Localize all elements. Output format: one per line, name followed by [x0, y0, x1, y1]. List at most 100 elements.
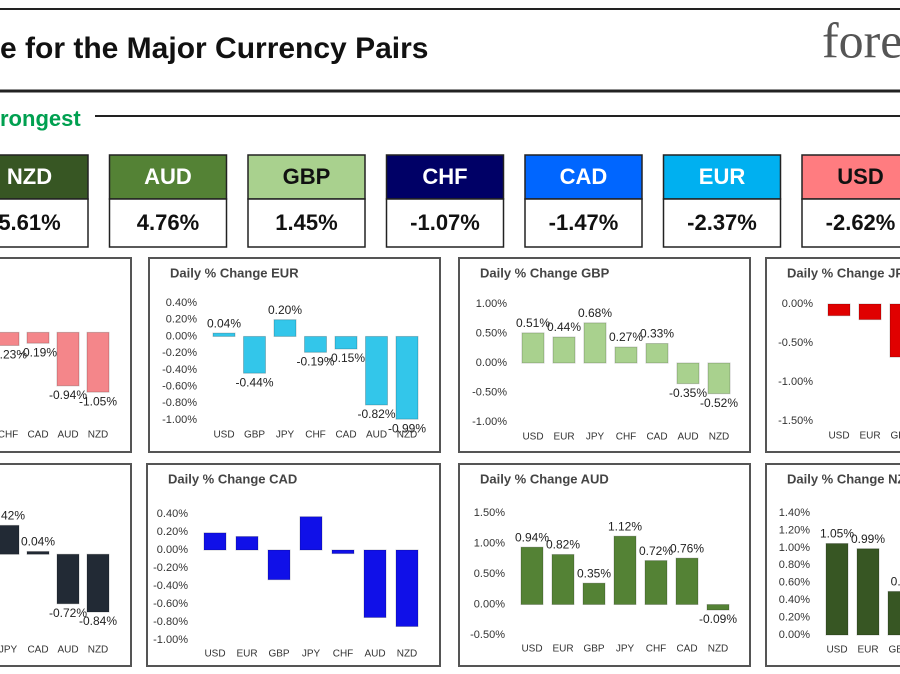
value-label: -0.44%: [235, 375, 273, 389]
x-tick-label: JPY: [276, 430, 295, 441]
currency-change: -2.62%: [826, 210, 896, 235]
x-tick-label: JPY: [0, 645, 17, 656]
currency-value-box: [524, 198, 643, 248]
y-tick-label: -1.00%: [153, 634, 188, 646]
bar: [304, 335, 327, 353]
x-tick-label: EUR: [553, 432, 574, 443]
bar: [825, 543, 849, 636]
currency-code: EUR: [699, 164, 746, 189]
value-label: -1.05%: [79, 394, 117, 408]
chart-title: Daily % Change EUR: [170, 265, 299, 280]
x-tick-label: AUD: [57, 430, 78, 441]
y-tick-label: -0.60%: [162, 380, 197, 392]
bar: [363, 549, 387, 618]
bar: [334, 335, 358, 350]
value-label: 0.20%: [268, 303, 302, 317]
bar: [273, 319, 297, 337]
bar: [521, 332, 545, 364]
value-label: 0.99%: [851, 532, 885, 546]
value-label: 0.72%: [639, 544, 673, 558]
x-tick-label: NZD: [709, 432, 730, 443]
bar: [644, 560, 668, 606]
x-tick-label: USD: [826, 645, 847, 656]
x-tick-label: CAD: [335, 430, 356, 441]
bar: [706, 604, 730, 611]
value-label: 0.27%: [609, 330, 643, 344]
y-tick-label: 0.20%: [166, 314, 197, 326]
chart-title: Daily % Change JPY: [787, 265, 900, 280]
x-tick-label: AUD: [364, 649, 385, 660]
currency-change: 1.45%: [275, 210, 337, 235]
x-tick-label: CHF: [305, 430, 326, 441]
x-tick-label: AUD: [677, 432, 698, 443]
bar: [887, 590, 900, 636]
y-tick-label: -0.60%: [153, 598, 188, 610]
value-label: 0.76%: [670, 541, 704, 555]
value-label: 0.5: [891, 575, 900, 589]
bar: [56, 331, 80, 387]
currency-header: [801, 154, 900, 200]
chart-panel: [765, 257, 900, 453]
bar: [203, 532, 227, 551]
y-tick-label: -1.00%: [778, 376, 813, 388]
x-tick-label: AUD: [366, 430, 387, 441]
x-tick-label: CHF: [0, 430, 18, 441]
x-tick-label: GBP: [268, 649, 289, 660]
x-tick-label: USD: [522, 432, 543, 443]
logo: fore: [822, 12, 900, 68]
y-tick-label: 0.20%: [779, 611, 810, 623]
chart-title: Daily % Change NZD: [787, 471, 900, 486]
value-label: -0.52%: [700, 396, 738, 410]
y-tick-label: 0.00%: [166, 330, 197, 342]
value-label: -0.19%: [296, 354, 334, 368]
bar: [889, 303, 900, 358]
currency-code: CHF: [422, 164, 467, 189]
bar: [645, 343, 669, 364]
bar: [582, 582, 606, 606]
currency-change: -2.37%: [687, 210, 757, 235]
x-tick-label: JPY: [616, 644, 635, 655]
value-label: 0.68%: [578, 306, 612, 320]
x-tick-label: USD: [828, 431, 849, 442]
currency-code: GBP: [283, 164, 331, 189]
currency-change: -1.47%: [549, 210, 619, 235]
y-tick-label: 0.40%: [157, 508, 188, 520]
value-label: -0.72%: [49, 606, 87, 620]
x-tick-label: AUD: [57, 645, 78, 656]
y-tick-label: -0.20%: [162, 347, 197, 359]
currency-header: [524, 154, 643, 200]
x-tick-label: CHF: [646, 644, 667, 655]
bar: [243, 335, 266, 374]
bar: [0, 524, 20, 555]
currency-code: USD: [837, 164, 883, 189]
y-tick-label: 0.50%: [476, 327, 507, 339]
y-tick-label: 1.00%: [476, 298, 507, 310]
bar: [520, 546, 544, 605]
value-label: -0.99%: [388, 421, 426, 435]
y-tick-label: 0.50%: [474, 568, 505, 580]
y-tick-label: 1.50%: [474, 507, 505, 519]
x-tick-label: USD: [213, 430, 234, 441]
y-tick-label: 0.40%: [779, 594, 810, 606]
bar: [267, 549, 291, 581]
y-tick-label: 0.00%: [157, 544, 188, 556]
currency-header: [385, 154, 505, 200]
bar: [676, 362, 700, 385]
bar: [827, 303, 851, 317]
currency-header: [0, 154, 89, 200]
x-tick-label: EUR: [552, 644, 573, 655]
y-tick-label: 0.00%: [779, 629, 810, 641]
bar: [86, 331, 110, 393]
chart-panel: [148, 257, 441, 453]
y-tick-label: 1.20%: [779, 524, 810, 536]
value-label: -0.84%: [79, 614, 117, 628]
bar: [365, 335, 388, 406]
y-tick-label: -0.50%: [470, 629, 505, 641]
chart-panel: [146, 463, 441, 667]
x-tick-label: CAD: [676, 644, 697, 655]
currency-value-box: [108, 198, 228, 248]
x-tick-label: JPY: [586, 432, 605, 443]
value-label: -0.15%: [327, 351, 365, 365]
currency-code: CAD: [560, 164, 608, 189]
y-tick-label: -0.80%: [153, 616, 188, 628]
